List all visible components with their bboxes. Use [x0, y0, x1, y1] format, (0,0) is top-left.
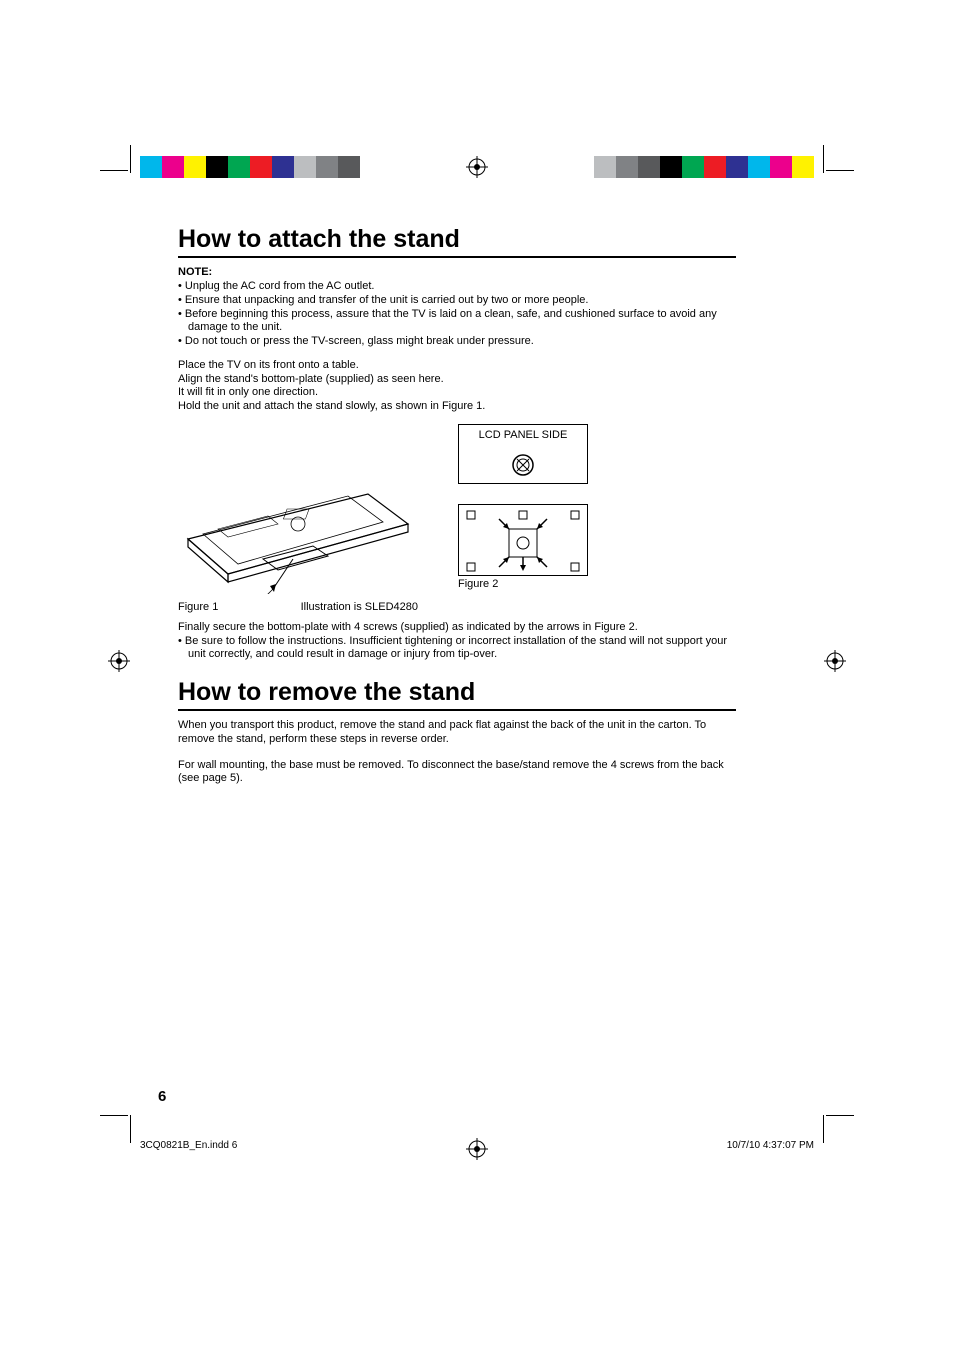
after-figure-text: Finally secure the bottom-plate with 4 s…	[178, 621, 736, 635]
color-swatch	[272, 156, 294, 178]
color-swatch	[594, 156, 616, 178]
color-swatch	[184, 156, 206, 178]
crop-mark	[826, 1115, 854, 1116]
registration-mark-icon	[466, 156, 488, 184]
color-swatch	[294, 156, 316, 178]
crop-mark	[100, 1115, 128, 1116]
color-swatch	[140, 156, 162, 178]
figure-1-illustration-note: Illustration is SLED4280	[301, 601, 418, 613]
crop-mark	[823, 145, 824, 173]
crop-mark	[826, 170, 854, 171]
page-number: 6	[158, 1088, 166, 1105]
instruction-line: Place the TV on its front onto a table.	[178, 359, 736, 373]
note-item: Ensure that unpacking and transfer of th…	[178, 294, 736, 308]
registration-mark-icon	[824, 650, 846, 678]
crop-mark	[130, 1115, 131, 1143]
figure-panel-top: LCD PANEL SIDE	[458, 424, 588, 484]
color-swatch	[770, 156, 792, 178]
figure-2-label: Figure 2	[458, 578, 588, 590]
registration-mark-icon	[108, 650, 130, 678]
color-swatch	[616, 156, 638, 178]
footer-filename: 3CQ0821B_En.indd 6	[140, 1140, 237, 1151]
figure-panel-bottom	[458, 504, 588, 576]
note-item: Do not touch or press the TV-screen, gla…	[178, 335, 736, 349]
section-heading-attach: How to attach the stand	[178, 225, 736, 258]
crop-mark	[100, 170, 128, 171]
print-footer: 3CQ0821B_En.indd 6 10/7/10 4:37:07 PM	[140, 1140, 814, 1151]
remove-paragraph-1: When you transport this product, remove …	[178, 719, 736, 747]
instruction-line: Align the stand's bottom-plate (supplied…	[178, 373, 736, 387]
note-label: NOTE:	[178, 266, 736, 278]
crop-mark	[823, 1115, 824, 1143]
color-swatch	[792, 156, 814, 178]
color-swatch	[316, 156, 338, 178]
color-swatch	[338, 156, 360, 178]
color-swatch	[228, 156, 250, 178]
color-swatch	[704, 156, 726, 178]
color-swatch	[682, 156, 704, 178]
color-swatch	[638, 156, 660, 178]
color-bar-right	[594, 156, 814, 178]
figure-1: Figure 1 Illustration is SLED4280	[178, 424, 418, 613]
crop-mark	[130, 145, 131, 173]
color-bar-left	[140, 156, 360, 178]
color-swatch	[206, 156, 228, 178]
note-list: Unplug the AC cord from the AC outlet. E…	[178, 280, 736, 349]
instruction-line: Hold the unit and attach the stand slowl…	[178, 400, 736, 414]
color-swatch	[726, 156, 748, 178]
color-swatch	[748, 156, 770, 178]
note-item: Unplug the AC cord from the AC outlet.	[178, 280, 736, 294]
page-content: How to attach the stand NOTE: Unplug the…	[178, 225, 736, 786]
color-swatch	[162, 156, 184, 178]
section-heading-remove: How to remove the stand	[178, 678, 736, 711]
footer-timestamp: 10/7/10 4:37:07 PM	[727, 1140, 814, 1151]
color-swatch	[660, 156, 682, 178]
instruction-block: Place the TV on its front onto a table. …	[178, 359, 736, 414]
color-swatch	[250, 156, 272, 178]
instruction-line: It will fit in only one direction.	[178, 386, 736, 400]
note-item: Before beginning this process, assure th…	[178, 308, 736, 336]
after-figure-bullet: Be sure to follow the instructions. Insu…	[178, 635, 736, 663]
remove-paragraph-2: For wall mounting, the base must be remo…	[178, 759, 736, 787]
figure-1-label: Figure 1	[178, 601, 218, 613]
